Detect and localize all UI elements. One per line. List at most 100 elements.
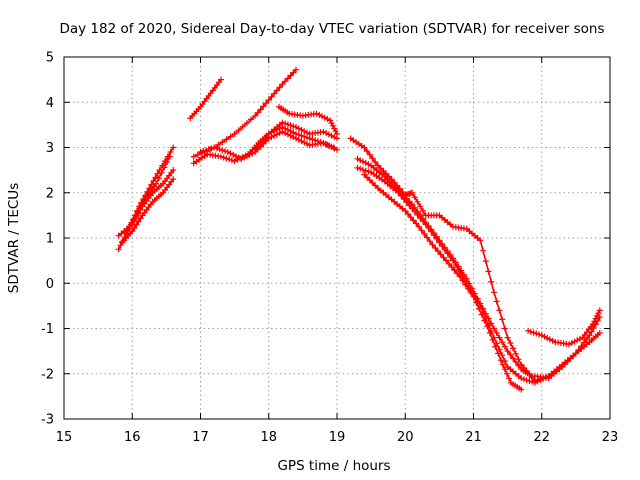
data-point bbox=[158, 169, 165, 176]
data-point bbox=[515, 356, 522, 363]
data-point bbox=[334, 130, 340, 137]
y-tick-label: 5 bbox=[46, 51, 54, 66]
data-point bbox=[197, 149, 204, 155]
data-point bbox=[327, 117, 334, 124]
data-point bbox=[417, 215, 424, 222]
data-point bbox=[456, 273, 463, 280]
data-point bbox=[254, 109, 261, 116]
data-point bbox=[284, 121, 291, 128]
y-tick-label: -2 bbox=[41, 367, 54, 382]
data-point bbox=[263, 134, 269, 141]
series-arc-e1 bbox=[525, 307, 603, 348]
data-point bbox=[445, 260, 452, 267]
data-point bbox=[276, 130, 283, 136]
chart-title: Day 182 of 2020, Sidereal Day-to-day VTE… bbox=[59, 21, 604, 37]
data-point bbox=[273, 87, 280, 94]
data-point bbox=[413, 220, 420, 227]
data-point bbox=[521, 376, 527, 383]
data-point bbox=[246, 151, 253, 158]
data-point bbox=[504, 348, 511, 355]
data-point bbox=[377, 165, 384, 172]
data-point bbox=[359, 166, 366, 173]
data-point bbox=[361, 144, 368, 151]
data-point bbox=[227, 150, 234, 157]
data-point bbox=[499, 316, 506, 323]
data-point bbox=[298, 132, 305, 139]
data-point bbox=[154, 170, 161, 177]
data-point bbox=[433, 235, 440, 242]
data-point bbox=[290, 123, 297, 130]
data-point bbox=[279, 128, 286, 135]
series-line bbox=[349, 137, 601, 382]
series-arc-c4 bbox=[252, 119, 340, 153]
data-point bbox=[304, 129, 310, 136]
data-point bbox=[220, 154, 227, 161]
data-point bbox=[364, 174, 370, 181]
data-point bbox=[320, 140, 327, 146]
data-point bbox=[365, 168, 372, 175]
data-point bbox=[470, 293, 477, 300]
data-point bbox=[492, 343, 499, 350]
data-point bbox=[526, 378, 533, 384]
data-point bbox=[465, 285, 471, 292]
data-point bbox=[282, 78, 289, 85]
data-point bbox=[536, 331, 542, 338]
data-point bbox=[362, 167, 369, 174]
data-point bbox=[541, 333, 548, 340]
data-point bbox=[478, 311, 485, 318]
y-tick-label: 3 bbox=[46, 141, 54, 156]
data-point bbox=[595, 310, 602, 317]
data-point bbox=[538, 332, 545, 339]
data-point bbox=[447, 254, 454, 260]
data-point bbox=[284, 75, 291, 82]
data-point bbox=[301, 133, 308, 140]
data-point bbox=[161, 164, 168, 171]
series-arc-a3 bbox=[115, 167, 177, 239]
data-point bbox=[219, 147, 226, 154]
data-point bbox=[129, 228, 136, 235]
data-point bbox=[530, 329, 537, 336]
data-point bbox=[331, 134, 338, 141]
data-point bbox=[594, 317, 601, 324]
data-point bbox=[369, 179, 376, 186]
data-point bbox=[510, 355, 517, 362]
data-point bbox=[137, 215, 144, 222]
data-point bbox=[436, 239, 443, 246]
data-point bbox=[578, 343, 585, 350]
data-point bbox=[497, 357, 504, 364]
data-point bbox=[496, 346, 503, 353]
data-point bbox=[546, 336, 553, 343]
data-point bbox=[493, 298, 500, 305]
data-point bbox=[439, 243, 446, 250]
data-point bbox=[414, 211, 421, 218]
data-point bbox=[260, 137, 267, 144]
data-point bbox=[512, 350, 519, 357]
data-point bbox=[515, 362, 522, 369]
data-point bbox=[420, 218, 426, 225]
data-point bbox=[205, 146, 212, 153]
data-point bbox=[319, 113, 325, 120]
data-point bbox=[588, 328, 595, 335]
data-point bbox=[136, 205, 143, 212]
data-point bbox=[549, 337, 556, 344]
data-point bbox=[491, 289, 497, 296]
data-point bbox=[140, 197, 147, 204]
data-point bbox=[276, 84, 283, 91]
data-point bbox=[512, 359, 519, 365]
data-point bbox=[122, 230, 129, 237]
series-line bbox=[356, 167, 550, 384]
data-point bbox=[239, 123, 246, 130]
data-point bbox=[304, 140, 310, 147]
data-point bbox=[130, 216, 137, 222]
data-point bbox=[380, 168, 387, 174]
data-point bbox=[429, 241, 436, 248]
data-point bbox=[215, 141, 222, 148]
data-point bbox=[527, 328, 534, 335]
series-arc-b1 bbox=[187, 76, 224, 122]
x-tick-label: 19 bbox=[329, 430, 346, 445]
data-point bbox=[491, 325, 497, 332]
data-point bbox=[559, 364, 566, 370]
data-point bbox=[238, 155, 245, 162]
x-tick-label: 17 bbox=[192, 430, 209, 445]
data-point bbox=[115, 246, 122, 253]
